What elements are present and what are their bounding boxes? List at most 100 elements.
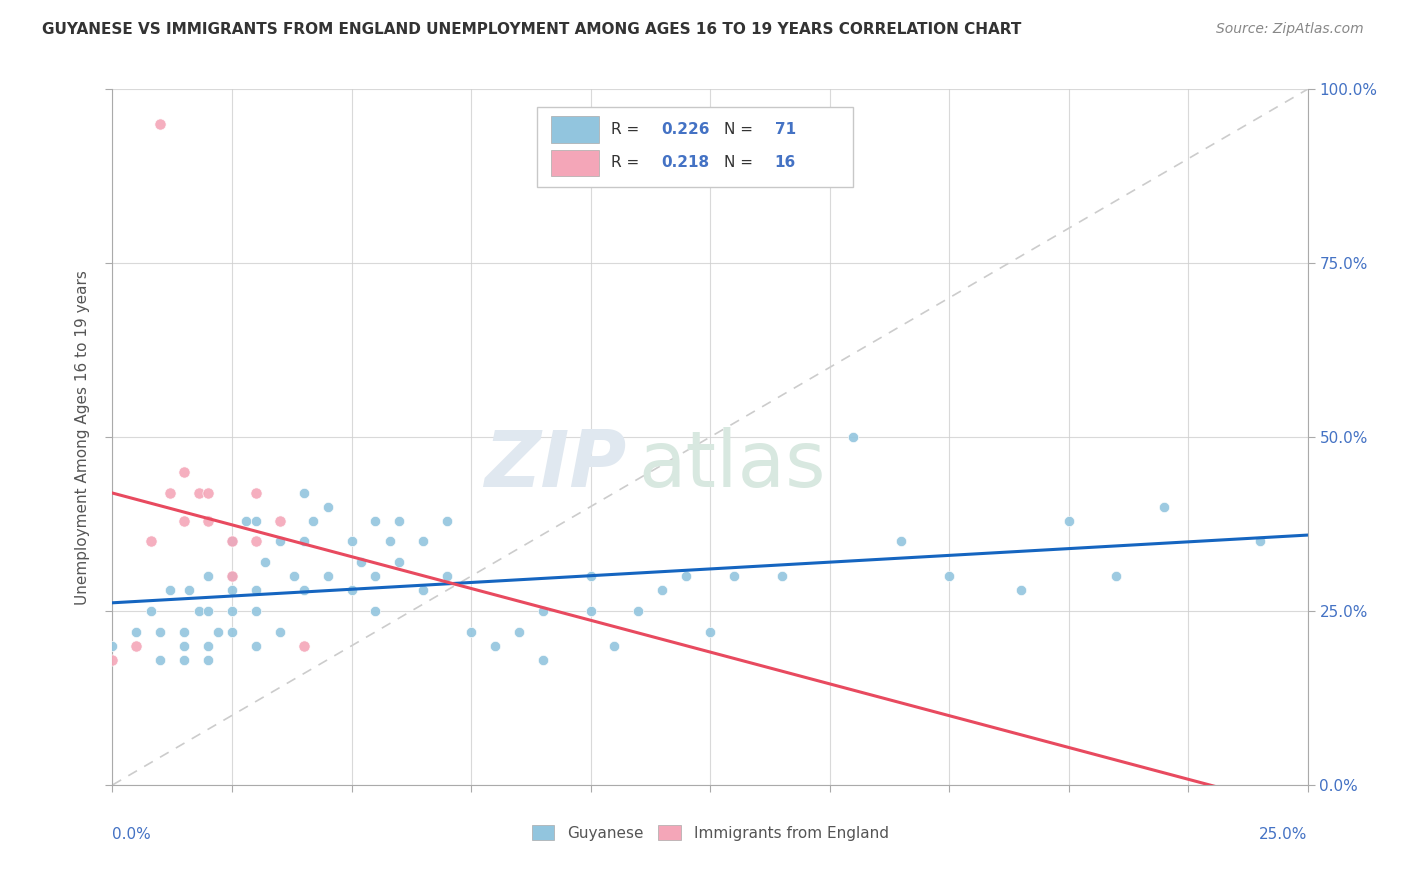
Text: R =: R = [610,122,644,137]
Point [412,534,434,549]
Point [316,569,339,583]
Point [292,485,315,500]
Point [1249,534,1271,549]
Point [197,569,219,583]
Point [388,514,411,528]
Point [139,604,162,618]
Point [187,485,209,500]
Point [125,624,148,639]
Point [1057,514,1080,528]
Point [350,555,373,569]
Point [221,569,243,583]
Point [364,604,387,618]
Text: N =: N = [724,122,758,137]
Point [340,534,363,549]
Text: N =: N = [724,155,758,170]
Point [460,624,482,639]
Point [149,117,172,131]
Point [699,624,721,639]
Point [292,534,315,549]
Point [221,624,243,639]
Point [139,534,162,549]
Point [159,485,181,500]
Point [197,604,219,618]
Point [938,569,960,583]
Point [723,569,745,583]
Point [197,514,219,528]
Point [197,485,219,500]
Point [221,534,243,549]
Point [531,653,554,667]
Point [1105,569,1128,583]
Text: R =: R = [610,155,644,170]
Point [340,583,363,598]
Point [101,653,124,667]
Point [173,653,195,667]
Point [221,534,243,549]
Point [770,569,793,583]
Point [245,639,267,653]
Point [197,639,219,653]
Text: 71: 71 [775,122,796,137]
Point [283,569,305,583]
Point [149,624,172,639]
Point [125,639,148,653]
Point [890,534,912,549]
Point [269,534,291,549]
Point [364,514,387,528]
Point [302,514,325,528]
Bar [551,116,599,143]
Point [292,583,315,598]
Point [579,569,602,583]
Point [207,624,229,639]
Point [842,430,865,444]
Text: Source: ZipAtlas.com: Source: ZipAtlas.com [1216,22,1364,37]
Y-axis label: Unemployment Among Ages 16 to 19 years: Unemployment Among Ages 16 to 19 years [75,269,90,605]
Point [508,624,530,639]
Point [245,583,267,598]
Bar [551,150,599,177]
Point [197,653,219,667]
Point [221,583,243,598]
Point [603,639,626,653]
Point [1153,500,1175,514]
Point [436,514,458,528]
Point [412,583,434,598]
Text: 0.226: 0.226 [661,122,710,137]
Text: ZIP: ZIP [484,427,627,503]
Point [651,583,673,598]
Text: 16: 16 [775,155,796,170]
Point [675,569,697,583]
Point [173,624,195,639]
Point [1010,583,1032,598]
Point [177,583,200,598]
Text: 0.0%: 0.0% [112,827,152,842]
Legend: Guyanese, Immigrants from England: Guyanese, Immigrants from England [526,819,894,847]
Point [269,624,291,639]
Point [269,514,291,528]
Point [173,639,195,653]
Point [235,514,257,528]
Point [173,514,195,528]
Text: atlas: atlas [638,427,825,503]
Text: GUYANESE VS IMMIGRANTS FROM ENGLAND UNEMPLOYMENT AMONG AGES 16 TO 19 YEARS CORRE: GUYANESE VS IMMIGRANTS FROM ENGLAND UNEM… [42,22,1022,37]
Point [436,569,458,583]
Point [579,604,602,618]
Point [173,465,195,479]
Point [101,639,124,653]
Bar [537,107,853,186]
Point [187,604,209,618]
Point [388,555,411,569]
Point [245,604,267,618]
Point [221,569,243,583]
Point [149,653,172,667]
Point [378,534,401,549]
Point [245,485,267,500]
Point [484,639,506,653]
Point [364,569,387,583]
Point [292,639,315,653]
Point [531,604,554,618]
Point [245,534,267,549]
Point [627,604,650,618]
Point [159,583,181,598]
